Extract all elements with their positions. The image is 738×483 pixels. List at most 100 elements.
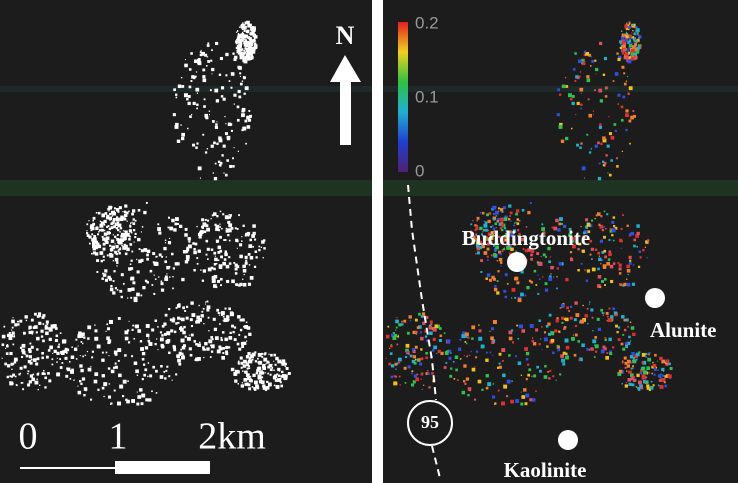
speckle: [230, 311, 233, 314]
speckle: [117, 250, 119, 252]
speckle: [30, 374, 33, 377]
speckle: [619, 283, 622, 286]
speckle: [91, 356, 93, 358]
speckle: [219, 348, 221, 350]
speckle: [71, 346, 72, 347]
speckle: [548, 260, 551, 263]
speckle: [238, 96, 241, 99]
speckle: [201, 50, 202, 51]
speckle: [134, 361, 138, 365]
speckle: [246, 41, 250, 45]
speckle: [481, 345, 485, 349]
speckle: [548, 377, 550, 379]
speckle: [446, 339, 450, 343]
speckle: [106, 352, 108, 354]
speckle: [395, 369, 396, 370]
speckle: [605, 95, 607, 97]
speckle: [235, 283, 238, 286]
speckle: [427, 370, 428, 371]
speckle: [207, 148, 208, 149]
speckle: [243, 40, 244, 41]
speckle: [106, 216, 109, 219]
speckle: [511, 221, 512, 222]
speckle: [627, 326, 629, 328]
speckle: [131, 213, 134, 216]
speckle: [234, 147, 235, 148]
speckle: [38, 312, 41, 315]
speckle: [39, 316, 41, 318]
speckle: [490, 352, 492, 354]
speckle: [130, 263, 132, 265]
speckle: [115, 245, 118, 248]
speckle: [157, 256, 158, 257]
speckle: [207, 220, 209, 222]
speckle: [97, 389, 99, 391]
speckle: [181, 77, 182, 78]
speckle: [518, 361, 522, 365]
speckle: [412, 360, 415, 363]
speckle: [568, 93, 572, 97]
speckle: [203, 269, 206, 272]
speckle: [580, 108, 582, 110]
speckle: [629, 35, 632, 38]
speckle: [616, 157, 618, 159]
speckle: [248, 359, 252, 363]
speckle: [225, 352, 228, 355]
speckle: [206, 254, 208, 256]
speckle: [177, 322, 179, 324]
speckle: [540, 338, 541, 339]
speckle: [535, 284, 537, 286]
speckle: [525, 394, 529, 398]
speckle: [110, 288, 113, 291]
speckle: [605, 339, 607, 341]
speckle: [196, 257, 198, 259]
speckle: [196, 316, 200, 320]
speckle: [593, 110, 594, 111]
speckle: [56, 372, 60, 376]
speckle: [88, 220, 89, 221]
speckle: [184, 64, 188, 68]
speckle: [203, 357, 204, 358]
speckle: [105, 331, 106, 332]
speckle: [502, 360, 504, 362]
speckle: [247, 352, 250, 355]
speckle: [125, 399, 127, 401]
speckle: [214, 89, 218, 93]
speckle: [609, 352, 612, 355]
speckle: [193, 75, 194, 76]
speckle: [188, 240, 190, 242]
speckle: [120, 217, 124, 221]
speckle: [231, 72, 235, 76]
speckle: [581, 263, 583, 265]
speckle: [243, 225, 245, 227]
speckle: [248, 253, 251, 256]
speckle: [38, 322, 41, 325]
speckle: [241, 236, 242, 237]
speckle: [396, 363, 398, 365]
speckle: [386, 335, 390, 339]
speckle: [600, 240, 603, 243]
speckle: [228, 123, 231, 126]
speckle: [132, 222, 133, 223]
speckle: [166, 366, 168, 368]
speckle: [133, 338, 135, 340]
speckle: [487, 382, 491, 386]
speckle: [499, 353, 502, 356]
speckle: [196, 320, 200, 324]
speckle: [570, 258, 573, 261]
speckle: [572, 95, 575, 98]
speckle: [191, 114, 192, 115]
speckle: [646, 384, 649, 387]
speckle: [643, 370, 647, 374]
speckle: [570, 98, 572, 100]
speckle: [117, 348, 121, 352]
speckle: [541, 349, 542, 350]
speckle: [622, 334, 624, 336]
speckle: [239, 72, 241, 74]
speckle: [248, 110, 250, 112]
speckle: [393, 332, 395, 334]
speckle: [164, 333, 167, 336]
speckle: [607, 172, 608, 173]
speckle: [221, 154, 223, 156]
speckle: [166, 266, 169, 269]
